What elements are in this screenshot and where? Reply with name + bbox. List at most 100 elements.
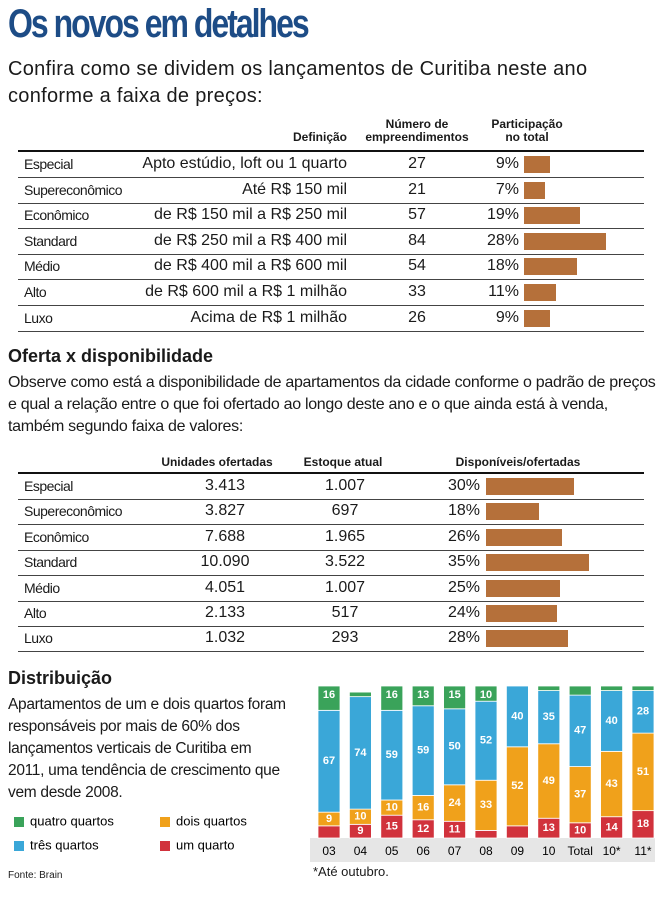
share-bar — [486, 554, 589, 572]
stock: 1.007 — [324, 477, 366, 494]
share-label: 7% — [495, 180, 519, 198]
rule — [18, 150, 644, 152]
legend-swatch — [160, 817, 170, 827]
row-label: Luxo — [24, 630, 53, 647]
column-header: Definição — [292, 130, 347, 144]
section-text: Observe como está a disponibilidade de a… — [8, 374, 656, 435]
value-label: 67 — [323, 755, 335, 767]
legend-swatch — [14, 817, 24, 827]
value-label: 51 — [637, 766, 649, 778]
count: 27 — [408, 155, 426, 172]
column-header: Participação — [491, 117, 563, 131]
title: Os novos em detalhes — [8, 2, 310, 46]
bar-segment — [474, 685, 498, 702]
value-label: 52 — [511, 780, 523, 792]
bar-segment — [411, 685, 435, 707]
offered: 2.133 — [204, 604, 246, 621]
bar-segment — [443, 685, 467, 710]
axis-band — [310, 838, 655, 862]
bar-segment — [568, 685, 592, 696]
value-label: 43 — [605, 778, 617, 790]
x-tick-label: 11* — [634, 844, 651, 858]
value-label: 11 — [449, 824, 461, 836]
stock: 697 — [331, 502, 359, 520]
row-label: Econômico — [24, 528, 89, 545]
rule — [18, 330, 644, 332]
value-label: 13 — [543, 822, 555, 834]
row-label: Especial — [24, 478, 73, 494]
value-label: 50 — [448, 741, 460, 753]
stock: 517 — [331, 604, 359, 621]
bar-segment — [505, 825, 529, 839]
share-bar — [524, 232, 607, 250]
share-bar — [524, 309, 551, 327]
subtitle: Confira como se dividem os lançamentos d… — [8, 58, 588, 107]
x-tick-label: 10 — [542, 844, 556, 858]
share-label: 28% — [486, 231, 519, 249]
definition: Até R$ 150 mil — [242, 180, 347, 198]
row-label: Luxo — [24, 309, 53, 326]
source: Fonte: Brain — [8, 870, 63, 881]
row-label: Alto — [24, 284, 47, 300]
rule — [18, 524, 644, 526]
legend-swatch — [160, 841, 170, 851]
offered: 1.032 — [204, 629, 246, 647]
share-bar — [486, 503, 539, 521]
x-tick-label: 03 — [322, 844, 336, 858]
x-tick-label: 10* — [603, 844, 621, 858]
share-label: 9% — [495, 155, 519, 172]
share-bar — [524, 284, 557, 301]
value-label: 40 — [511, 710, 523, 722]
value-label: 10 — [480, 689, 492, 701]
definition: de R$ 250 mil a R$ 400 mil — [154, 231, 347, 249]
section-title: Oferta x disponibilidade — [8, 346, 214, 366]
definition: de R$ 600 mil a R$ 1 milhão — [145, 283, 347, 300]
count: 21 — [408, 180, 426, 198]
bar-segment — [317, 685, 341, 711]
share-bar — [524, 181, 545, 199]
bar-segment — [474, 830, 498, 839]
rule — [18, 651, 644, 653]
x-tick-label: 06 — [417, 844, 431, 858]
offered: 10.090 — [200, 553, 250, 571]
legend-label: dois quartos — [176, 813, 247, 828]
bar-segment — [348, 691, 372, 698]
share-bar — [486, 605, 557, 622]
row-label: Standard — [24, 232, 77, 249]
value-label: 13 — [417, 689, 429, 701]
bar-segment — [317, 825, 341, 839]
value-label: 10 — [354, 811, 366, 823]
rule — [18, 177, 644, 178]
footnote: *Até outubro. — [313, 864, 389, 879]
value-label: 74 — [354, 747, 367, 759]
share-bar — [486, 579, 560, 597]
definition: de R$ 400 mil a R$ 600 mil — [154, 257, 347, 275]
count: 26 — [408, 308, 426, 326]
value-label: 9 — [357, 825, 363, 837]
value-label: 33 — [480, 799, 492, 811]
share-bar — [524, 156, 551, 173]
rule — [18, 305, 644, 306]
count: 33 — [408, 283, 426, 300]
legend-label: quatro quartos — [30, 813, 114, 828]
count: 57 — [408, 206, 426, 224]
share-label: 28% — [447, 629, 480, 647]
rule — [18, 549, 644, 551]
value-label: 37 — [574, 789, 586, 801]
stock: 293 — [331, 629, 359, 647]
value-label: 16 — [323, 689, 335, 701]
share-label: 30% — [447, 477, 480, 494]
row-label: Supereconômico — [24, 181, 123, 198]
x-tick-label: 04 — [354, 844, 368, 858]
share-label: 9% — [495, 308, 519, 326]
value-label: 40 — [605, 715, 617, 727]
column-header: empreendimentos — [365, 130, 469, 144]
share-label: 11% — [488, 283, 519, 300]
rule — [18, 499, 644, 500]
row-label: Econômico — [24, 207, 89, 224]
value-label: 10 — [574, 824, 586, 836]
x-tick-label: Total — [568, 844, 593, 858]
row-label: Standard — [24, 554, 77, 571]
bar-segment — [537, 685, 561, 691]
